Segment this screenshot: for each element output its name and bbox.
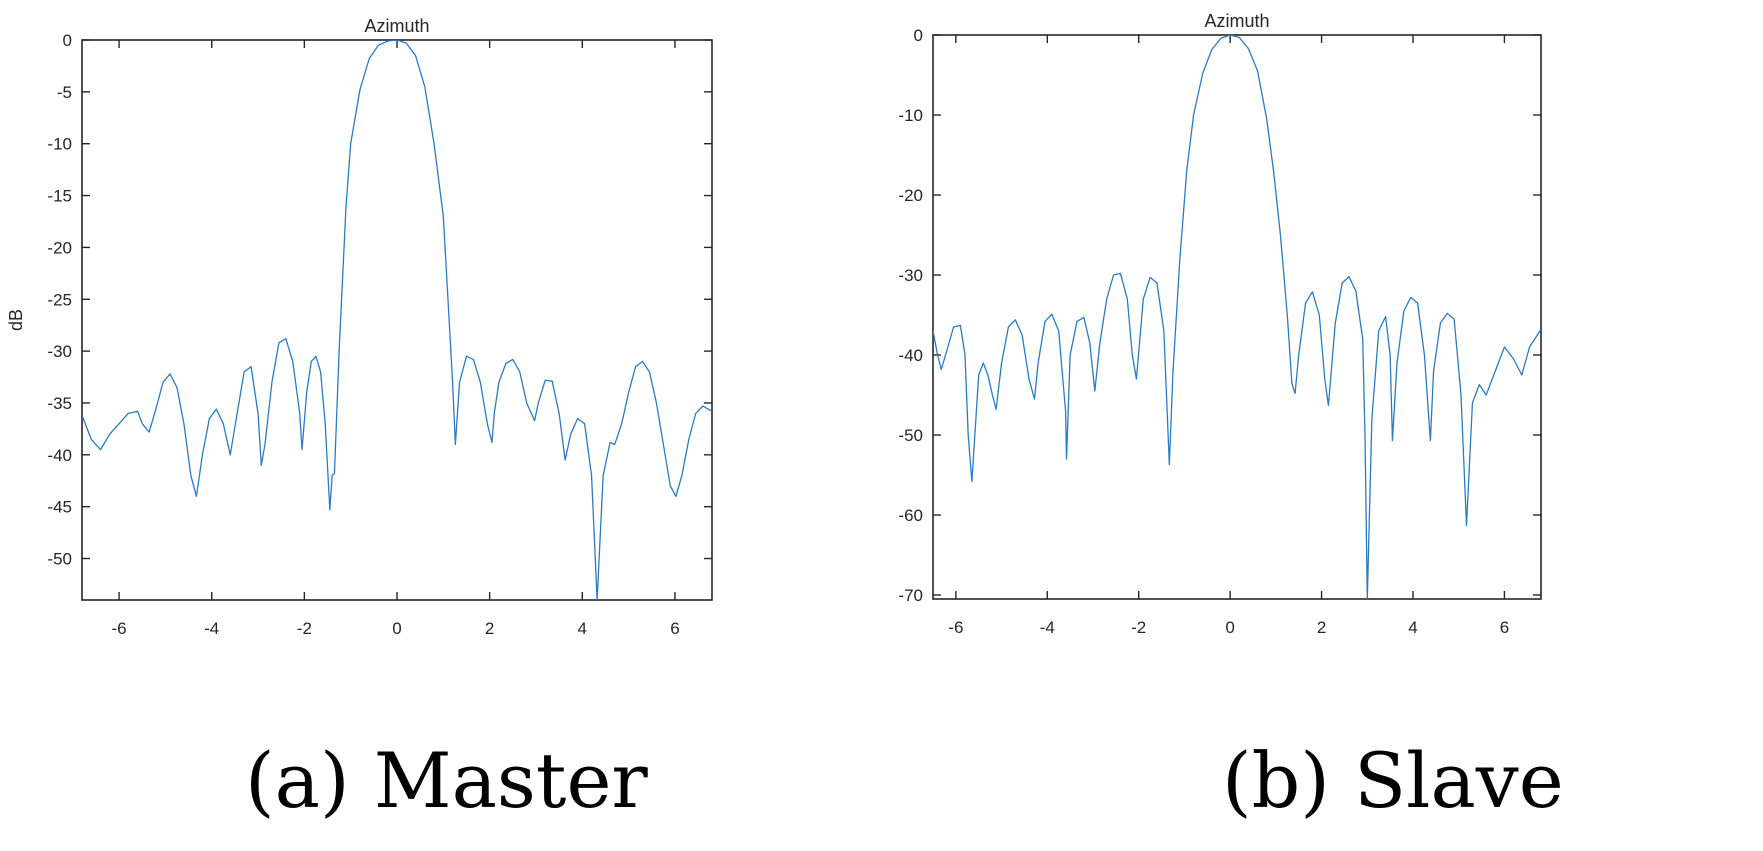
x-tick-label: 0 [1225, 618, 1234, 637]
chart-caption: (b) Slave [1222, 736, 1564, 825]
y-tick-label: -40 [47, 446, 72, 465]
x-tick-label: 6 [1500, 618, 1509, 637]
y-tick-label: -50 [898, 426, 923, 445]
y-tick-label: -10 [898, 106, 923, 125]
y-tick-label: -10 [47, 135, 72, 154]
chart-caption: (a) Master [245, 736, 648, 825]
y-tick-label: -45 [47, 498, 72, 517]
y-tick-label: -60 [898, 506, 923, 525]
y-tick-label: 0 [914, 26, 923, 45]
y-tick-label: -70 [898, 586, 923, 605]
y-tick-label: -35 [47, 394, 72, 413]
chart-panel-master: -6 -4 -2 0 2 4 6 0 -5 -10 -15 -20 -25 -30 -35 -40 -45 -50… [0, 0, 880, 851]
y-tick-label: -25 [47, 290, 72, 309]
x-tick-label: -4 [1040, 618, 1055, 637]
x-tick-label: 0 [392, 619, 401, 638]
x-tick-label: -2 [1131, 618, 1146, 637]
x-tick-label: -6 [948, 618, 963, 637]
plot-area [81, 39, 713, 601]
x-tick-label: -2 [297, 619, 312, 638]
x-tick-label: 2 [1317, 618, 1326, 637]
y-tick-label: -40 [898, 346, 923, 365]
x-tick-label: -6 [111, 619, 126, 638]
y-tick-label: -20 [898, 186, 923, 205]
x-tick-label: 4 [1408, 618, 1417, 637]
x-tick-label: 6 [670, 619, 679, 638]
chart-slave-svg: -6-4-202460-10-20-30-40-50-60-70Azimuthd… [898, 11, 1542, 637]
x-tick-label: 2 [485, 619, 494, 638]
chart-master-svg: -6 -4 -2 0 2 4 60-5-10-15-20-25-30-35-40-45-50… [6, 16, 713, 638]
y-tick-label: -20 [47, 238, 72, 257]
series-line [82, 40, 712, 600]
plot-area [932, 34, 1542, 600]
y-tick-label: -50 [47, 550, 72, 569]
y-axis-label: dB [6, 309, 26, 331]
y-tick-label: 0 [63, 31, 72, 50]
y-tick-label: -5 [57, 83, 72, 102]
chart-title: Azimuth [1204, 11, 1269, 31]
chart-title: Azimuth [364, 16, 429, 36]
chart-panel-slave: -6-4-202460-10-20-30-40-50-60-70Azimuthd… [880, 0, 1763, 851]
y-tick-label: -30 [47, 342, 72, 361]
x-tick-label: -4 [204, 619, 219, 638]
y-tick-label: -15 [47, 187, 72, 206]
series-line [933, 35, 1541, 599]
x-tick-label: 4 [578, 619, 587, 638]
y-tick-label: -30 [898, 266, 923, 285]
